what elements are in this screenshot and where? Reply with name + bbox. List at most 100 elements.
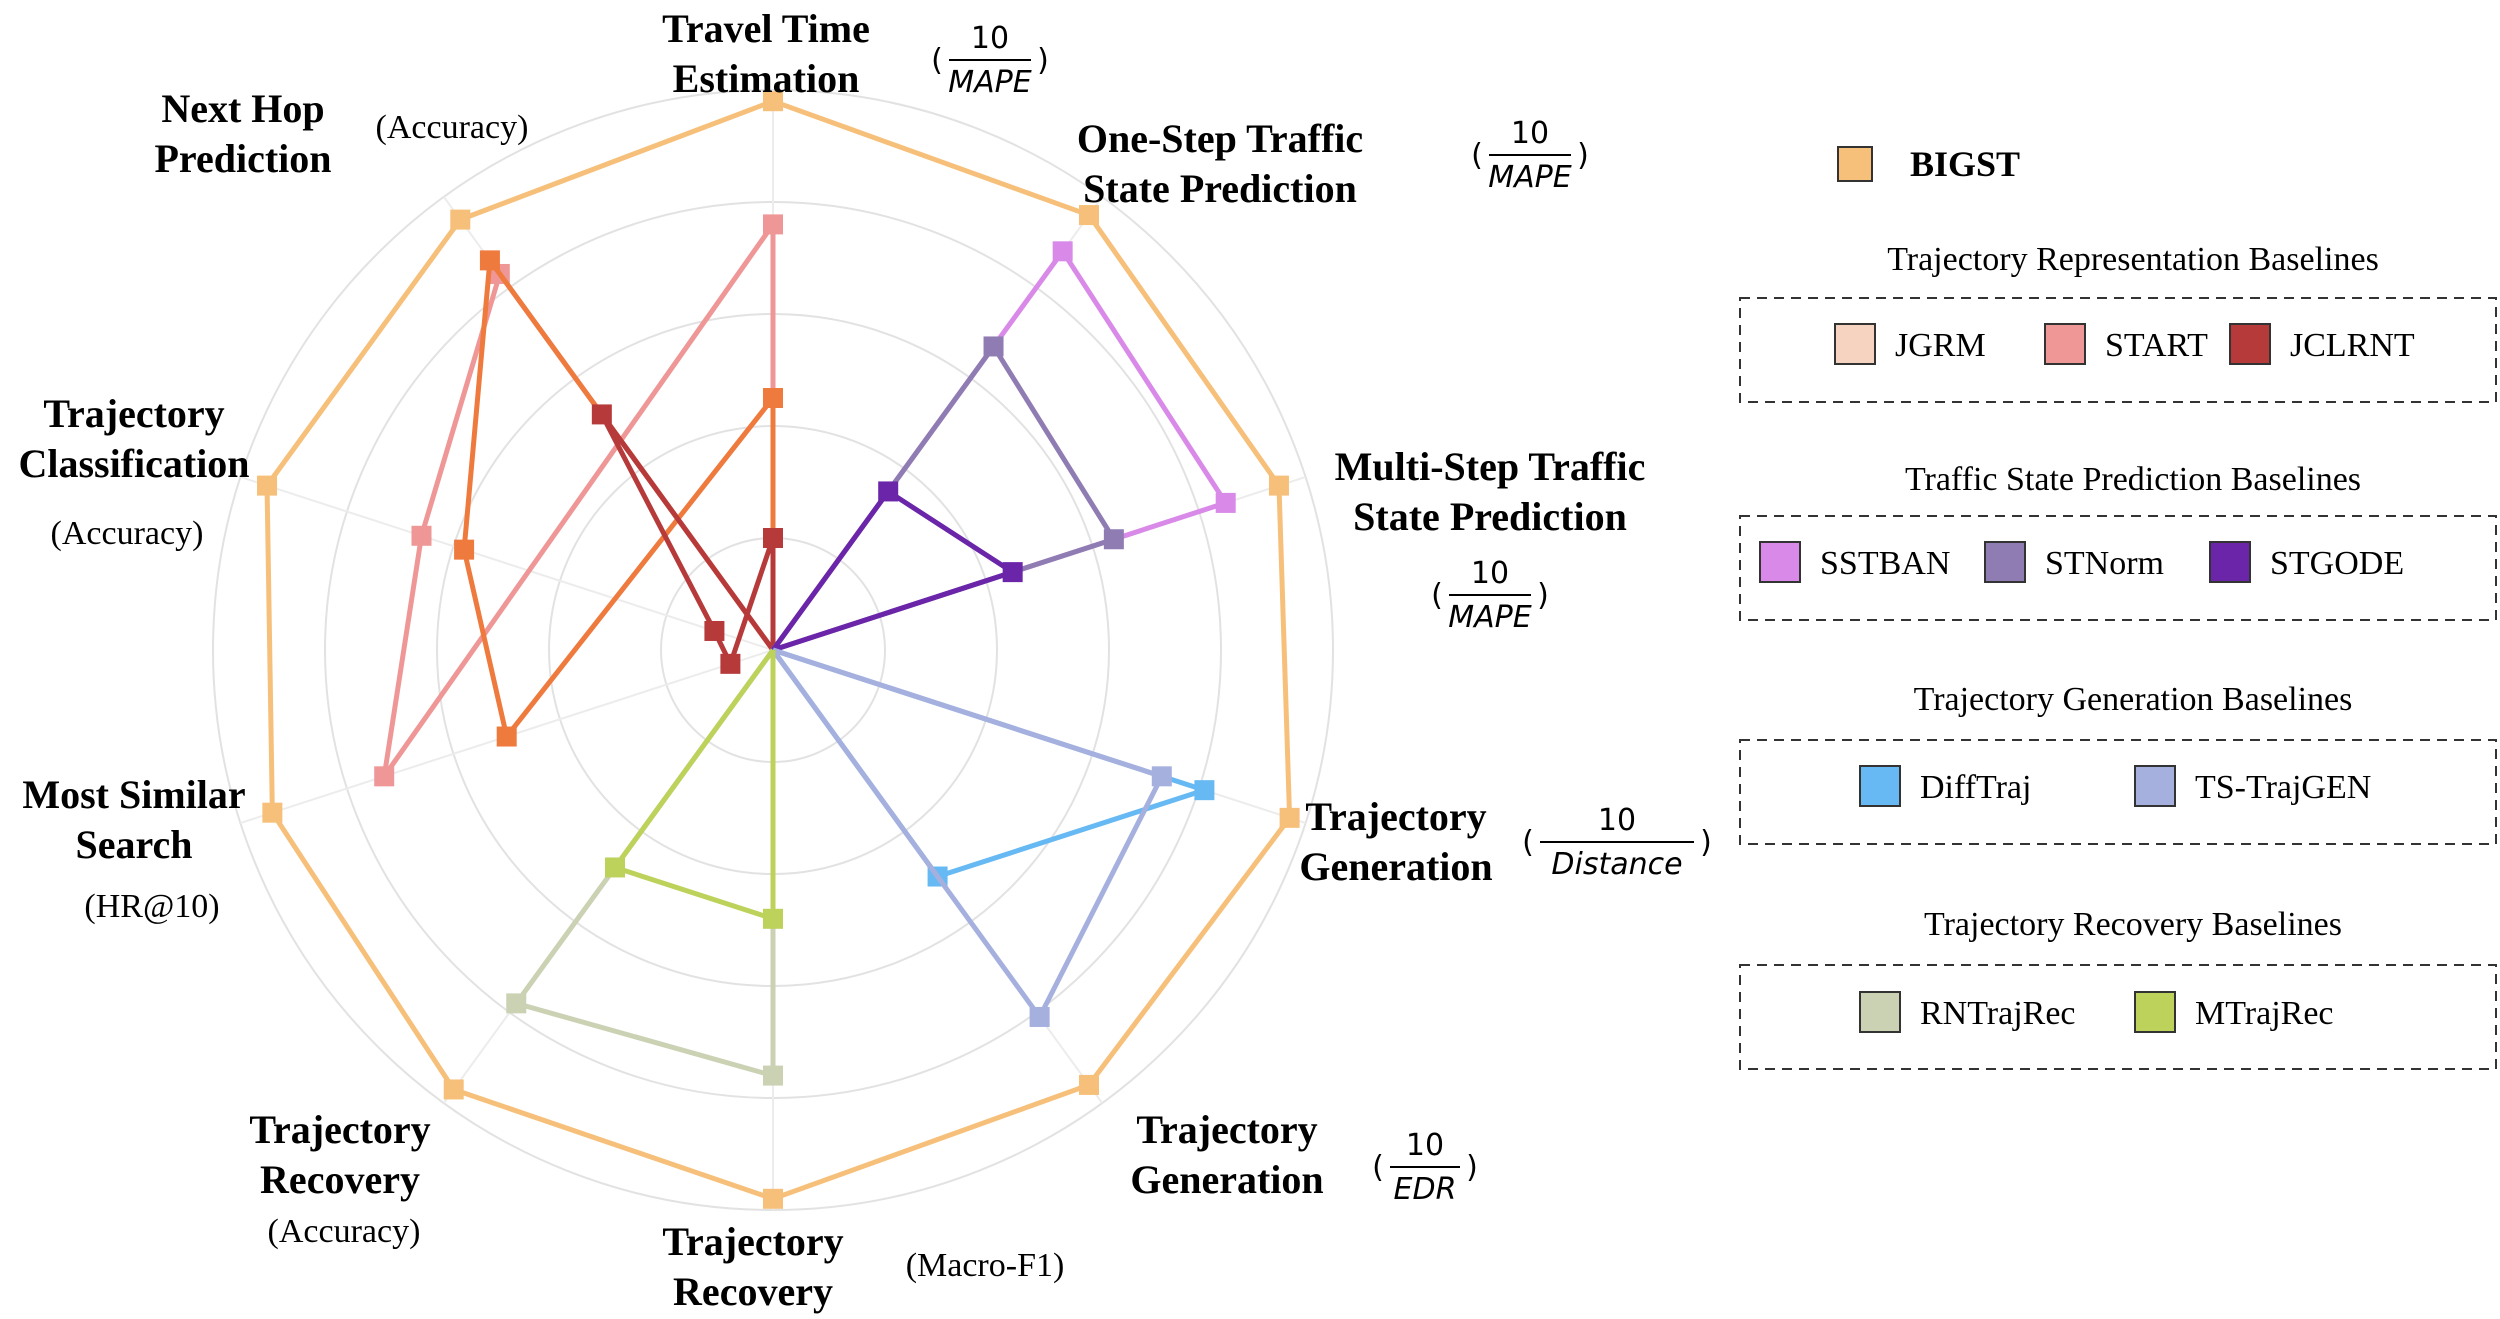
- frac-numerator: 10: [1471, 556, 1509, 591]
- series-line: [513, 648, 776, 1079]
- axis-label-7: Trajectory Recovery (Accuracy): [249, 1107, 430, 1250]
- legend-label: START: [2105, 327, 2208, 364]
- data-point: [450, 209, 471, 230]
- axis-label-4: Trajectory Generation (10 Distance): [1299, 794, 1712, 889]
- data-point: [763, 91, 783, 112]
- axis-title-line: Travel Time: [662, 6, 870, 51]
- frac-paren-open: (: [1471, 138, 1483, 173]
- data-point: [1215, 492, 1236, 513]
- legend-item: MTrajRec: [2134, 991, 2334, 1033]
- data-point: [479, 250, 500, 271]
- legend-item: JGRM: [1834, 323, 1986, 365]
- axis-metric: (Macro-F1): [906, 1247, 1065, 1284]
- frac-paren-close: ): [1700, 825, 1712, 860]
- legend-label: STGODE: [2270, 545, 2404, 582]
- legend-item: STNorm: [1984, 541, 2164, 583]
- frac-paren-open: (: [1522, 825, 1534, 860]
- axis-title-line: Most Similar: [22, 772, 245, 817]
- series-jclrnt: [591, 404, 783, 674]
- axis-title-line: Trajectory: [43, 391, 224, 436]
- legend-box: [1739, 297, 2497, 403]
- series-start: [374, 214, 783, 787]
- legend-group-title: Trajectory Generation Baselines: [1914, 681, 2353, 718]
- legend-box: [1739, 964, 2497, 1070]
- data-point: [763, 1188, 783, 1209]
- axis-label-1: Travel Time Estimation (10 MAPE): [662, 6, 1049, 101]
- axis-label-2: One-Step Traffic State Prediction (10 MAPE): [1077, 116, 1589, 211]
- data-point: [605, 857, 626, 878]
- data-point: [374, 766, 395, 787]
- axis-title-line: One-Step Traffic: [1077, 116, 1363, 161]
- legend-swatch: [1834, 323, 1876, 365]
- series-stgode: [770, 481, 1023, 653]
- data-point: [1029, 1006, 1050, 1027]
- axis-metric: (Accuracy): [268, 1213, 421, 1250]
- axis-title-line: Generation: [1299, 844, 1492, 889]
- data-point: [763, 388, 783, 408]
- data-point: [262, 802, 283, 823]
- data-point: [763, 1065, 783, 1086]
- frac-denominator: MAPE: [948, 65, 1031, 100]
- axis-label-10: Next Hop Prediction (Accuracy): [154, 86, 528, 181]
- series-bigst: [257, 91, 1300, 1209]
- data-point: [443, 1079, 464, 1100]
- data-point: [1002, 562, 1023, 583]
- data-point: [1052, 241, 1073, 262]
- legend-item: STGODE: [2209, 541, 2404, 583]
- series-line: [612, 648, 776, 922]
- legend-label: JCLRNT: [2290, 327, 2415, 364]
- axis-label-9: Trajectory Classification (Accuracy): [18, 391, 249, 552]
- legend-label: JGRM: [1895, 327, 1986, 364]
- data-point: [496, 726, 517, 747]
- legend-swatch: [1859, 765, 1901, 807]
- legend-label: BIGST: [1910, 144, 2020, 184]
- frac-numerator: 10: [1598, 803, 1636, 838]
- axis-metric: (HR@10): [84, 888, 219, 925]
- legend-label: DiffTraj: [1920, 769, 2031, 806]
- legend-item: START: [2044, 323, 2208, 365]
- data-point: [878, 481, 899, 502]
- legend-label: SSTBAN: [1820, 545, 1950, 582]
- legend-item: SSTBAN: [1759, 541, 1950, 583]
- axis-label-6: Trajectory Recovery (Macro-F1): [662, 1219, 1064, 1314]
- series-line: [770, 647, 1207, 880]
- data-point: [983, 336, 1004, 357]
- axis-title-line: State Prediction: [1083, 166, 1357, 211]
- series-ts-trajgen: [770, 647, 1172, 1027]
- series-sstban: [770, 241, 1236, 653]
- legend-swatch: [1837, 146, 1873, 182]
- legend-group-2: Traffic State Prediction Baselines SSTBAN…: [1739, 461, 2497, 621]
- series-rntrajrec: [506, 648, 783, 1086]
- radar-series: [257, 91, 1300, 1209]
- frac-paren-close: ): [1537, 578, 1549, 613]
- axis-title-line: Trajectory: [662, 1219, 843, 1264]
- data-point: [1103, 529, 1124, 550]
- legend-item-bigst: BIGST: [1837, 144, 2020, 184]
- data-point: [1279, 807, 1300, 828]
- legend-label: TS-TrajGEN: [2195, 769, 2371, 806]
- legend-swatch: [1859, 991, 1901, 1033]
- data-point: [411, 525, 432, 546]
- legend-group-4: Trajectory Recovery Baselines RNTrajRec MT…: [1739, 906, 2497, 1070]
- frac-denominator: EDR: [1394, 1172, 1457, 1207]
- legend-box: [1739, 739, 2497, 845]
- frac-numerator: 10: [1511, 116, 1549, 151]
- axis-title-line: State Prediction: [1353, 494, 1627, 539]
- data-point: [591, 404, 612, 425]
- series-line: [381, 221, 776, 779]
- legend-swatch: [2044, 323, 2086, 365]
- series-line: [770, 488, 1016, 653]
- data-point: [1194, 780, 1215, 801]
- legend-group-title: Trajectory Recovery Baselines: [1924, 906, 2342, 943]
- grid-spoke: [240, 475, 774, 651]
- axis-title-line: Next Hop: [161, 86, 324, 131]
- data-point: [763, 528, 783, 548]
- legend-swatch: [1984, 541, 2026, 583]
- frac-paren-close: ): [1037, 43, 1049, 78]
- axis-title-line: Generation: [1130, 1157, 1323, 1202]
- axis-title-line: Search: [75, 822, 192, 867]
- frac-paren-open: (: [1431, 578, 1443, 613]
- data-point: [720, 653, 741, 674]
